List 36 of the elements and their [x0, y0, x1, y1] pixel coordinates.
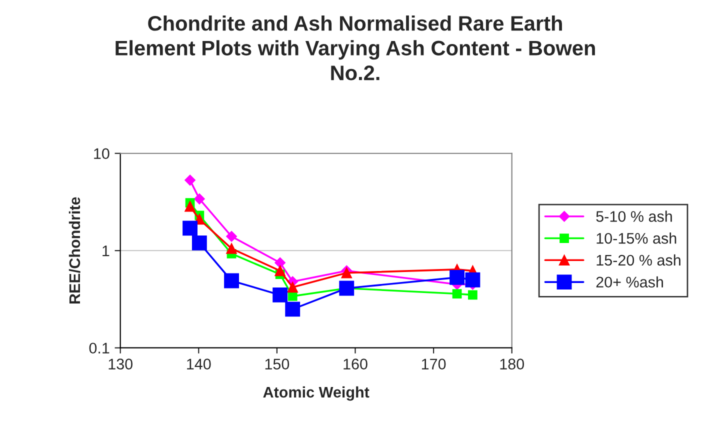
point — [468, 290, 478, 300]
legend-label: 10-15% ash — [596, 232, 676, 244]
point — [182, 220, 198, 236]
x-tick-label: 150 — [265, 358, 290, 370]
legend-label: 15-20 % ash — [596, 254, 680, 266]
point — [226, 243, 237, 254]
point — [184, 174, 196, 186]
point — [287, 282, 298, 293]
point — [224, 273, 239, 288]
point — [341, 268, 352, 278]
x-tick-label: 140 — [187, 358, 211, 370]
x-axis-title: Atomic Weight — [263, 386, 370, 401]
point — [274, 265, 286, 276]
point — [465, 272, 480, 288]
point — [184, 201, 196, 212]
point — [450, 270, 465, 285]
legend-label: 20+ %ash — [596, 276, 663, 288]
point — [226, 230, 237, 242]
legend-label: 5-10 % ash — [596, 210, 672, 222]
point — [194, 194, 205, 204]
point — [192, 235, 207, 250]
y-tick-label: 1 — [102, 246, 110, 256]
x-tick-label: 160 — [344, 358, 368, 370]
point — [274, 257, 286, 268]
y-tick-label: 10 — [94, 148, 110, 160]
point — [339, 280, 354, 296]
point — [452, 289, 462, 298]
point — [272, 287, 288, 302]
point — [285, 302, 300, 317]
chart-title: Chondrite and Ash Normalised Rare Earth Element Plots with Varying Ash Content - Bowen No.2. — [116, 15, 595, 80]
y-tick-label: 0.1 — [89, 342, 110, 354]
x-tick-label: 180 — [500, 358, 524, 370]
x-tick-label: 130 — [108, 358, 132, 370]
y-axis-title: REE/Chondrite — [68, 197, 80, 304]
point — [288, 291, 298, 301]
x-tick-label: 170 — [422, 358, 446, 370]
